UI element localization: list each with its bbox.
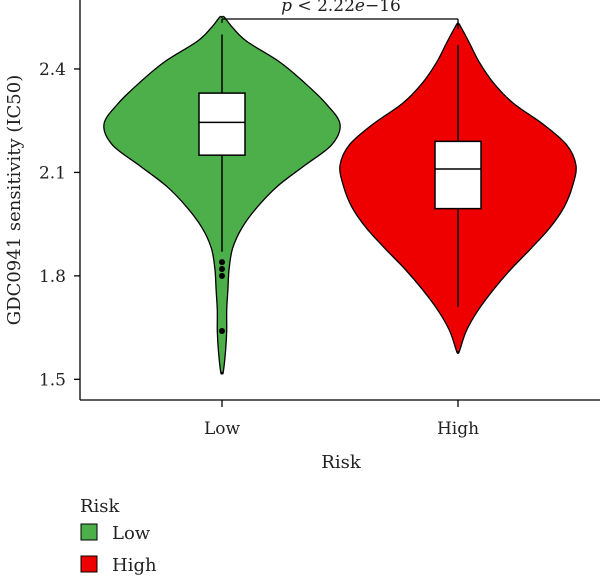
p-value-number: < 2.22 — [292, 0, 355, 16]
p-symbol: p — [281, 0, 292, 16]
y-tick-label: 2.1 — [39, 163, 66, 183]
box-high — [434, 140, 482, 210]
legend-label-low: Low — [112, 523, 151, 544]
p-value-label: p < 2.22e−16 — [281, 0, 401, 16]
legend: Risk Low High — [80, 496, 157, 576]
outlier-point — [219, 328, 225, 335]
box-low — [198, 92, 246, 156]
legend-swatch-high — [80, 555, 98, 573]
outlier-point — [219, 272, 225, 279]
x-tick-label: High — [437, 419, 479, 439]
y-tick-label: 2.4 — [39, 60, 66, 80]
y-tick-label: 1.8 — [39, 267, 66, 287]
legend-label-high: High — [112, 555, 157, 576]
y-axis-title: GDC0941 sensitivity (IC50) — [4, 75, 25, 325]
legend-swatch-low — [80, 523, 98, 541]
outlier-point — [219, 259, 225, 266]
violins-layer — [103, 15, 577, 375]
p-value-exponent: −16 — [365, 0, 401, 16]
p-value-e: e — [355, 0, 365, 16]
outlier-point — [219, 265, 225, 272]
significance-annotation: p < 2.22e−16 — [221, 0, 459, 29]
x-tick-label: Low — [204, 419, 241, 439]
x-axis-title: Risk — [321, 452, 362, 473]
x-ticks: Low High — [204, 400, 479, 439]
legend-title: Risk — [80, 496, 121, 517]
y-tick-label: 1.5 — [39, 370, 66, 390]
y-ticks: 1.5 1.8 2.1 2.4 — [39, 60, 80, 390]
